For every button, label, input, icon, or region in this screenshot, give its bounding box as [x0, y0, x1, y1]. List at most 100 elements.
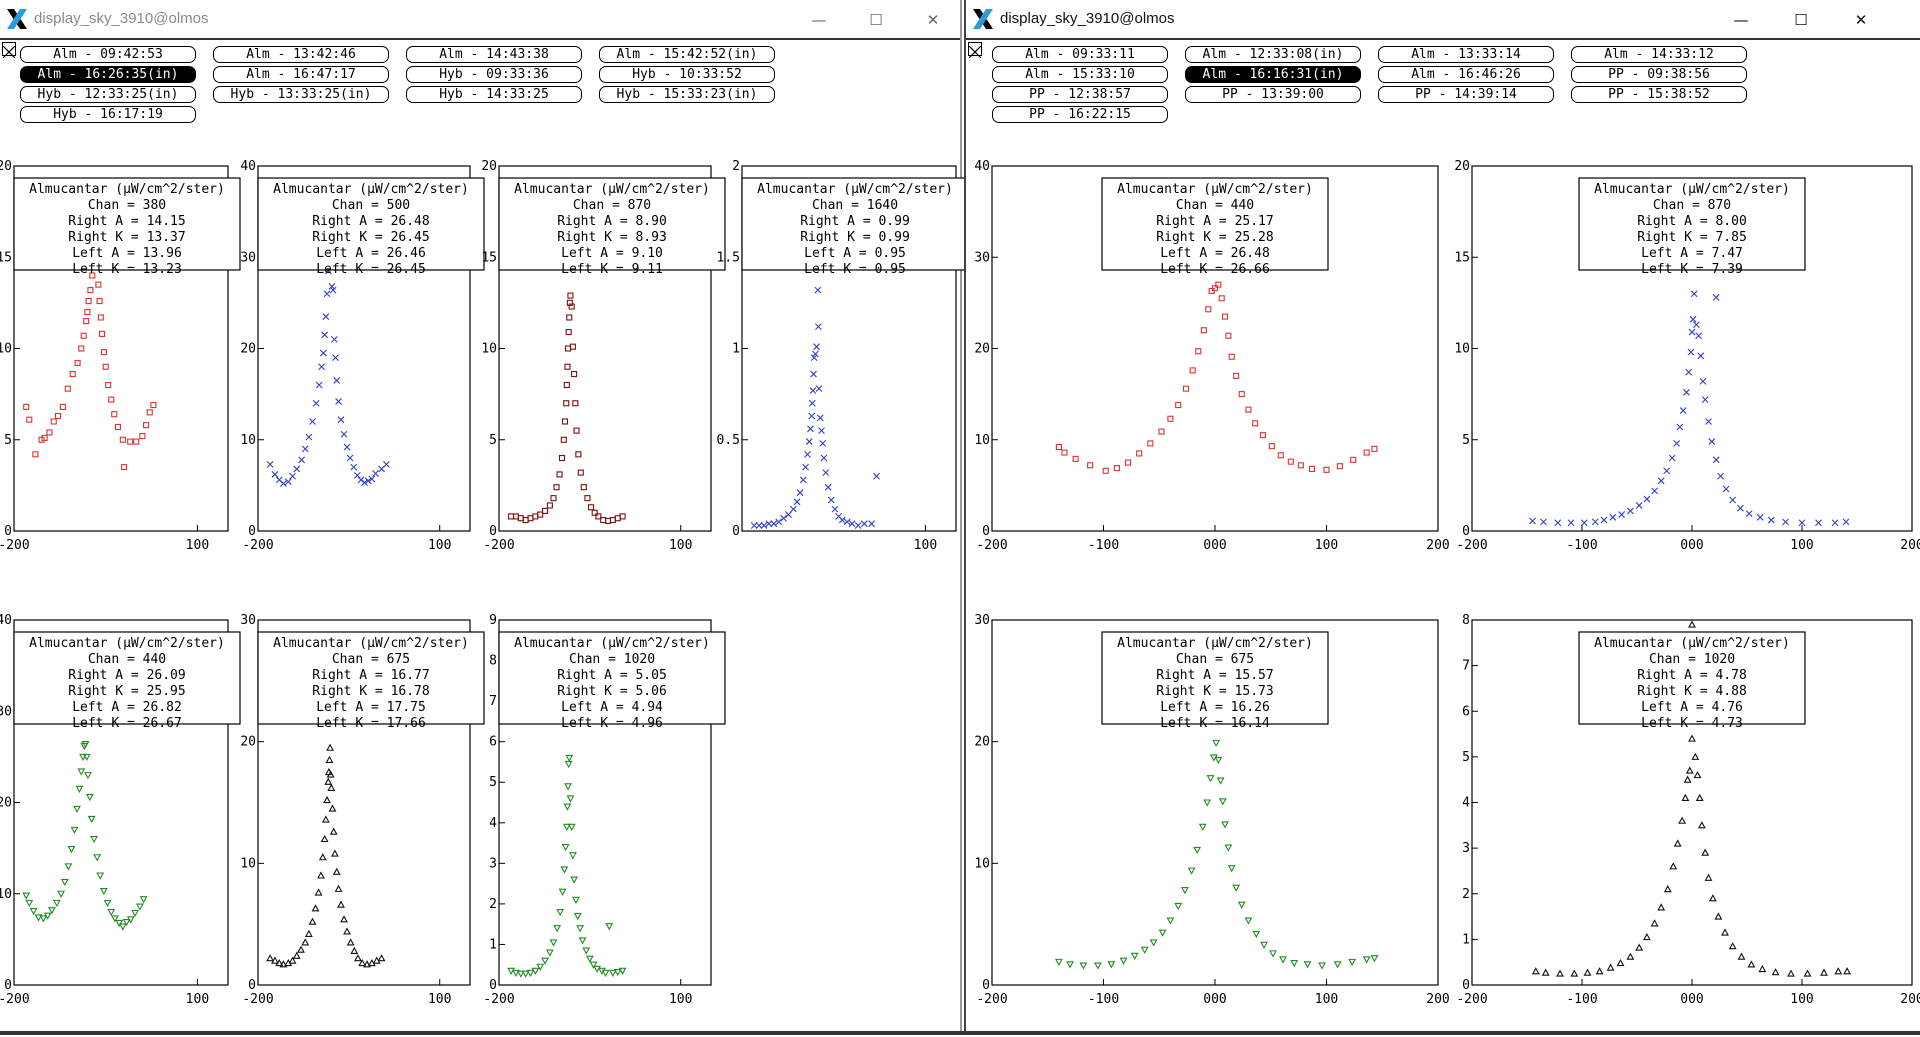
chan-label: Chan = 1640 [812, 198, 898, 213]
data-point [41, 434, 48, 441]
minimize-button[interactable]: — [1733, 11, 1749, 29]
time-button[interactable]: Alm - 09:42:53 [20, 46, 196, 63]
data-point [1717, 472, 1724, 480]
title-bar[interactable]: display_sky_3910@olmos — ☐ ✕ [0, 0, 960, 40]
data-point [560, 436, 567, 443]
time-button[interactable]: Alm - 16:47:17 [213, 66, 389, 83]
time-button[interactable]: Hyb - 14:33:25 [406, 86, 582, 103]
time-button[interactable]: Alm - 15:33:10 [992, 66, 1168, 83]
y-tick-label: 0 [489, 524, 497, 539]
data-point [105, 381, 112, 389]
time-button[interactable]: Alm - 16:26:35(in) [20, 66, 196, 83]
data-point [553, 925, 562, 933]
data-point [820, 454, 828, 462]
data-point [810, 370, 817, 378]
time-button[interactable]: Alm - 14:43:38 [406, 46, 582, 63]
time-button[interactable]: Alm - 13:33:14 [1378, 46, 1554, 63]
time-button[interactable]: Hyb - 15:33:23(in) [599, 86, 775, 103]
time-button[interactable]: Hyb - 13:33:25(in) [213, 86, 389, 103]
data-point [1747, 960, 1756, 968]
data-point [561, 418, 569, 425]
time-button[interactable]: PP - 16:22:15 [992, 106, 1168, 123]
stat-line: Left K = 0.95 [804, 262, 906, 277]
data-point [1554, 519, 1562, 527]
data-point [314, 888, 323, 896]
data-point [1676, 423, 1684, 431]
maximize-button[interactable]: ☐ [1794, 11, 1808, 29]
y-tick-label: 0 [4, 524, 12, 539]
time-button[interactable]: Alm - 15:42:52(in) [599, 46, 775, 63]
time-button[interactable]: Alm - 16:46:26 [1378, 66, 1554, 83]
time-button[interactable]: Hyb - 12:33:25(in) [20, 86, 196, 103]
maximize-button[interactable]: ☐ [869, 11, 883, 29]
data-point [527, 515, 534, 522]
data-point [1616, 958, 1625, 967]
time-button[interactable]: Alm - 14:33:12 [1571, 46, 1747, 63]
time-button[interactable]: PP - 09:38:56 [1571, 66, 1747, 83]
time-button[interactable]: PP - 14:39:14 [1378, 86, 1554, 103]
chan-label: Chan = 440 [88, 652, 166, 667]
y-tick-label: 0 [1462, 524, 1470, 539]
data-point [1688, 734, 1696, 742]
y-tick-label: 10 [1454, 342, 1470, 357]
time-button[interactable]: Hyb - 10:33:52 [599, 66, 775, 83]
time-button[interactable]: Alm - 13:42:46 [213, 46, 389, 63]
time-button[interactable]: PP - 13:39:00 [1185, 86, 1361, 103]
data-point [1147, 440, 1154, 447]
x-tick-label: -100 [1566, 992, 1597, 1007]
minimize-button[interactable]: — [811, 11, 827, 29]
data-point [813, 343, 820, 351]
y-tick-label: 40 [974, 159, 990, 174]
time-button[interactable]: PP - 12:38:57 [992, 86, 1168, 103]
y-tick-label: 0 [248, 978, 256, 993]
time-button[interactable]: Alm - 12:33:08(in) [1185, 46, 1361, 63]
stats-box-frame [1578, 631, 1806, 725]
title-bar[interactable]: display_sky_3910@olmos — ☐ ✕ [966, 0, 1920, 40]
data-point [577, 469, 584, 476]
stat-line: Left A = 26.48 [1160, 246, 1270, 261]
data-point [584, 495, 591, 502]
data-point [1729, 496, 1737, 504]
time-button[interactable]: Alm - 16:16:31(in) [1185, 66, 1361, 83]
y-tick-label: 15 [481, 250, 497, 265]
close-button[interactable]: ✕ [926, 11, 940, 29]
data-point [1834, 967, 1843, 975]
corner-close-icon[interactable] [968, 42, 982, 59]
x-tick-label: -200 [1456, 992, 1487, 1007]
data-point [1643, 495, 1651, 503]
data-point [1187, 867, 1196, 875]
chart-title: Almucantar (µW/cm^2/ster) [273, 636, 469, 651]
data-point [1227, 865, 1236, 873]
chart-panel: 0 10 20 30 40 -200 100 Almucantar (µW/cm^2/ster… [240, 159, 485, 553]
data-point [1333, 961, 1342, 969]
data-point [1093, 962, 1102, 970]
stat-line: Left K = 7.39 [1641, 262, 1743, 277]
data-point [818, 427, 825, 435]
data-point [1158, 428, 1165, 435]
data-point [70, 826, 79, 835]
y-tick-label: 0 [4, 978, 12, 993]
data-point [589, 961, 598, 969]
data-point [326, 743, 335, 751]
data-point [280, 480, 287, 487]
data-point [1336, 463, 1343, 470]
chart-title: Almucantar (µW/cm^2/ster) [1117, 182, 1313, 197]
data-point [793, 498, 801, 506]
data-point [266, 954, 275, 962]
data-point [1635, 502, 1643, 509]
data-point [368, 475, 376, 483]
data-point [819, 440, 827, 447]
time-button[interactable]: Hyb - 16:17:19 [20, 106, 196, 123]
time-button[interactable]: Hyb - 09:33:36 [406, 66, 582, 83]
data-point [293, 465, 301, 473]
data-point [1642, 932, 1651, 941]
time-button[interactable]: PP - 15:38:52 [1571, 86, 1747, 103]
time-button[interactable]: Alm - 09:33:11 [992, 46, 1168, 63]
y-tick-label: 5 [1462, 433, 1470, 448]
data-point [89, 272, 96, 279]
data-point [308, 917, 317, 925]
corner-close-icon[interactable] [2, 42, 16, 59]
data-point [95, 281, 102, 288]
data-point [1712, 456, 1720, 464]
close-button[interactable]: ✕ [1854, 11, 1868, 29]
